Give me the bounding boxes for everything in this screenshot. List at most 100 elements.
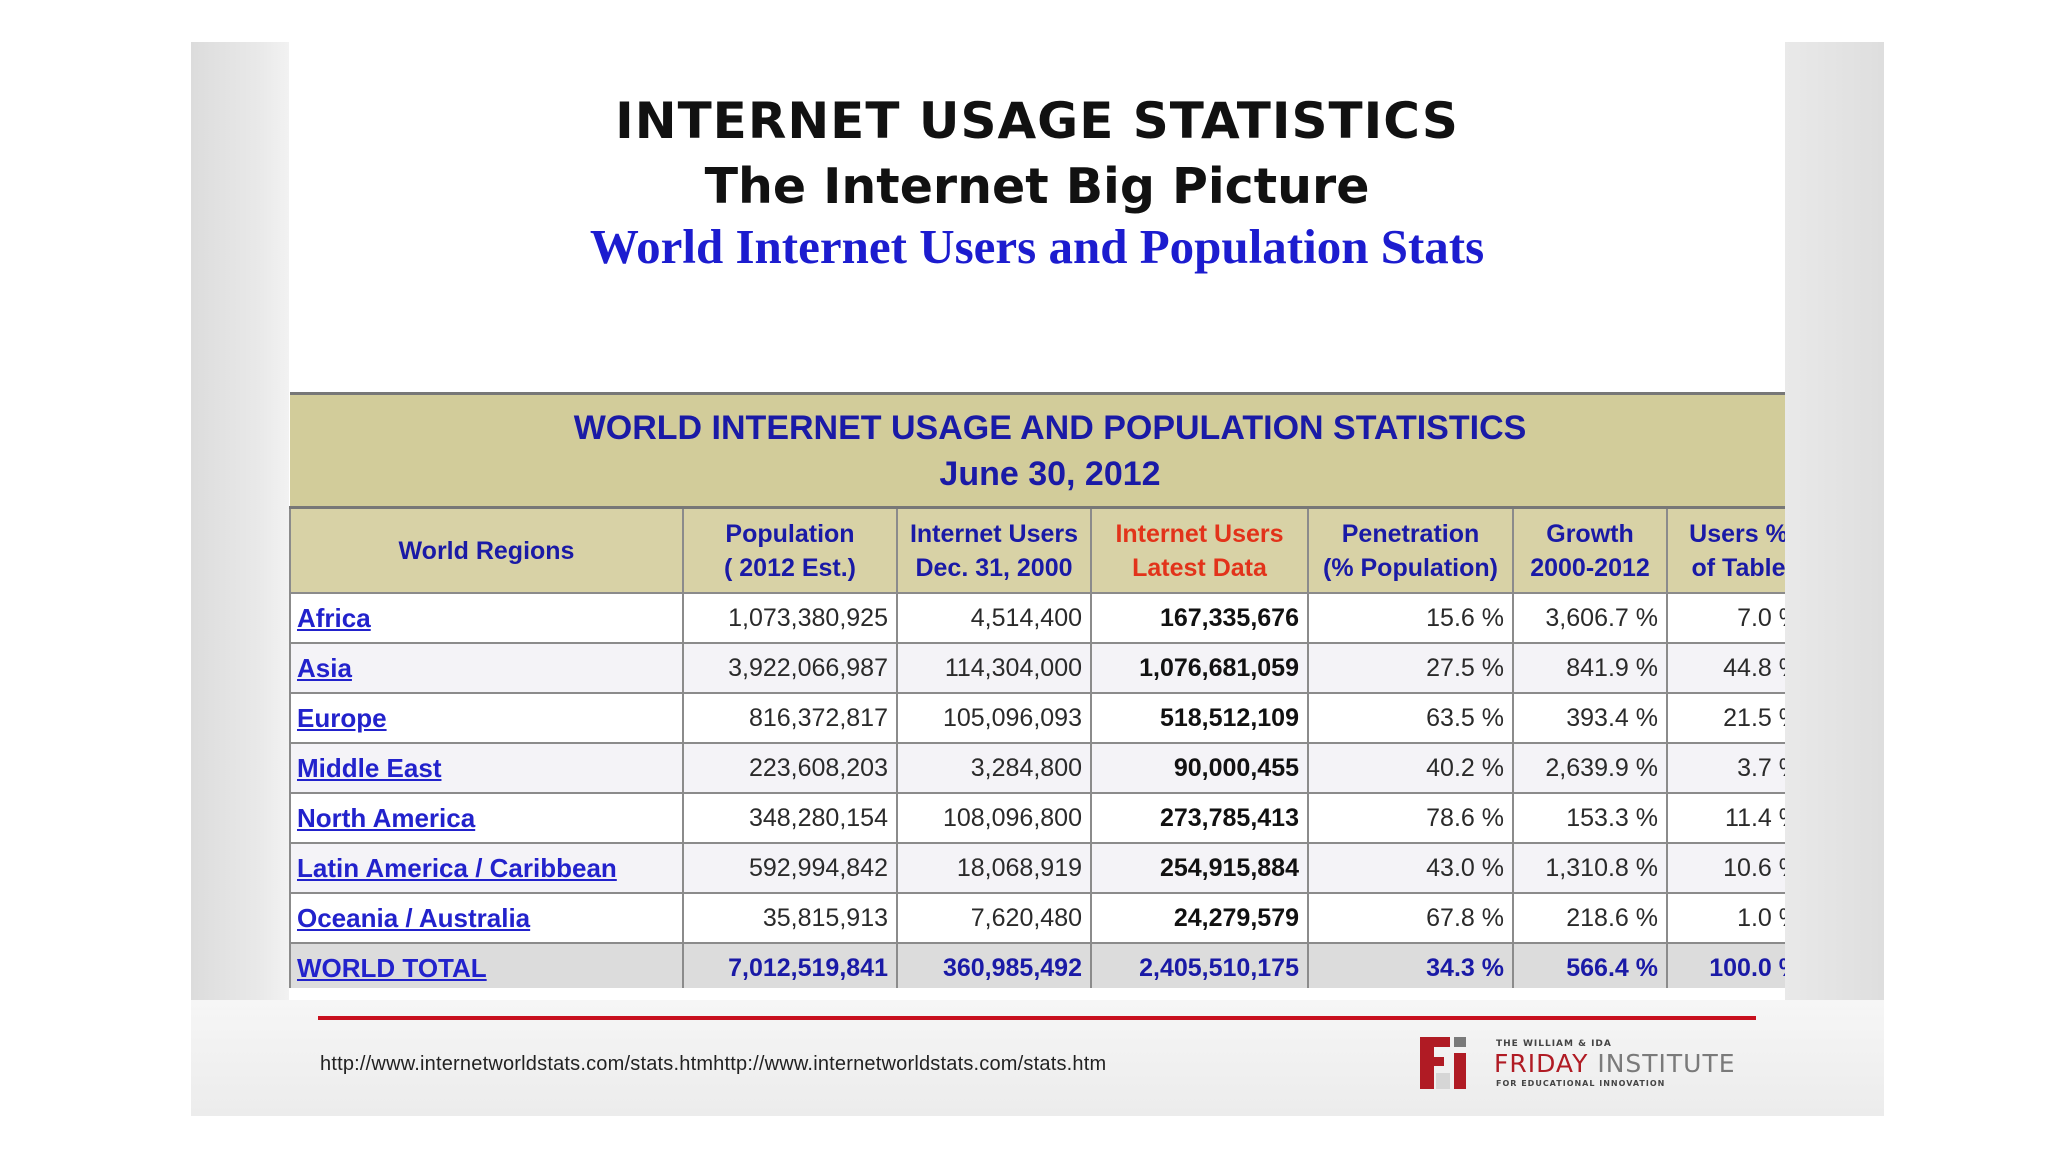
- data-cell: 254,915,884: [1090, 842, 1309, 894]
- region-cell: Africa: [289, 592, 684, 644]
- table-row: Latin America / Caribbean 592,994,842 18,0…: [289, 842, 1785, 894]
- data-cell: 100.0 %: [1666, 942, 1785, 988]
- region-link[interactable]: Europe: [297, 702, 387, 733]
- region-link[interactable]: Asia: [297, 652, 352, 683]
- logo-tagline: FOR EDUCATIONAL INNOVATION: [1496, 1079, 1666, 1088]
- fi-logo-icon: [1420, 1037, 1466, 1089]
- column-header-line: of Table: [1691, 553, 1786, 582]
- region-link[interactable]: Oceania / Australia: [297, 902, 531, 933]
- column-header-line: Users %: [1689, 519, 1785, 548]
- slide-subtitle: The Internet Big Picture: [704, 158, 1370, 215]
- data-cell: 4,514,400: [896, 592, 1092, 644]
- table-row: Africa 1,073,380,925 4,514,400 167,335,676 1…: [289, 592, 1785, 644]
- data-cell: 63.5 %: [1307, 692, 1514, 744]
- logo-small-text: THE WILLIAM & IDA: [1496, 1039, 1612, 1049]
- data-cell: 3,922,066,987: [682, 642, 898, 694]
- table-date: June 30, 2012: [939, 454, 1161, 493]
- column-header: Internet Users Dec. 31, 2000: [896, 506, 1092, 594]
- data-cell: 348,280,154: [682, 792, 898, 844]
- region-cell: Asia: [289, 642, 684, 694]
- table-header-row: World Regions Population ( 2012 Est.) Inter…: [289, 506, 1786, 594]
- column-header-line: Population: [725, 519, 855, 548]
- statistics-table-container: WORLD INTERNET USAGE AND POPULATION STAT…: [289, 392, 1785, 988]
- column-header-line: Penetration: [1341, 519, 1480, 548]
- table-row: North America 348,280,154 108,096,800 273,7…: [289, 792, 1785, 844]
- region-link[interactable]: Africa: [297, 602, 371, 633]
- data-cell: 218.6 %: [1512, 892, 1668, 944]
- region-cell: Middle East: [289, 742, 684, 794]
- data-cell: 167,335,676: [1090, 592, 1309, 644]
- friday-institute-logo: THE WILLIAM & IDA FRIDAY INSTITUTE FOR E…: [1418, 1033, 1758, 1093]
- data-cell: 43.0 %: [1307, 842, 1514, 894]
- data-cell: 114,304,000: [896, 642, 1092, 694]
- region-link[interactable]: WORLD TOTAL: [297, 952, 487, 983]
- column-header-line: (% Population): [1323, 553, 1498, 582]
- table-row: Middle East 223,608,203 3,284,800 90,000,45…: [289, 742, 1785, 794]
- region-link[interactable]: Latin America / Caribbean: [297, 852, 617, 883]
- data-cell: 7,012,519,841: [682, 942, 898, 988]
- data-cell: 3.7 %: [1666, 742, 1785, 794]
- data-cell: 1,310.8 %: [1512, 842, 1668, 894]
- column-header-line: Internet Users: [1115, 519, 1284, 548]
- data-cell: 27.5 %: [1307, 642, 1514, 694]
- data-cell: 7.0 %: [1666, 592, 1785, 644]
- data-cell: 44.8 %: [1666, 642, 1785, 694]
- data-cell: 10.6 %: [1666, 842, 1785, 894]
- column-header: Growth 2000-2012: [1512, 506, 1668, 594]
- data-cell: 24,279,579: [1090, 892, 1309, 944]
- data-cell: 3,606.7 %: [1512, 592, 1668, 644]
- region-cell: North America: [289, 792, 684, 844]
- data-cell: 3,284,800: [896, 742, 1092, 794]
- source-url[interactable]: http://www.internetworldstats.com/stats.…: [320, 1053, 1107, 1075]
- data-cell: 566.4 %: [1512, 942, 1668, 988]
- column-header-line: Dec. 31, 2000: [915, 553, 1073, 582]
- data-cell: 21.5 %: [1666, 692, 1785, 744]
- data-cell: 841.9 %: [1512, 642, 1668, 694]
- data-cell: 1.0 %: [1666, 892, 1785, 944]
- table-row: Europe 816,372,817 105,096,093 518,512,109 6…: [289, 692, 1785, 744]
- region-link[interactable]: Middle East: [297, 752, 442, 783]
- data-cell: 2,639.9 %: [1512, 742, 1668, 794]
- data-cell: 11.4 %: [1666, 792, 1785, 844]
- region-cell: WORLD TOTAL: [289, 942, 684, 988]
- column-header: World Regions: [289, 506, 684, 594]
- table-banner-cell: WORLD INTERNET USAGE AND POPULATION STAT…: [290, 392, 1785, 509]
- table-banner: WORLD INTERNET USAGE AND POPULATION STAT…: [290, 392, 1785, 509]
- slide-heading: World Internet Users and Population Stat…: [589, 219, 1485, 274]
- data-cell: 360,985,492: [896, 942, 1092, 988]
- column-header-line: Latest Data: [1132, 553, 1267, 582]
- region-link[interactable]: North America: [297, 802, 476, 833]
- data-cell: 153.3 %: [1512, 792, 1668, 844]
- data-cell: 18,068,919: [896, 842, 1092, 894]
- total-row: WORLD TOTAL 7,012,519,841 360,985,492 2,405…: [289, 942, 1785, 988]
- column-header-line: ( 2012 Est.): [723, 553, 856, 582]
- column-header: Users % of Table: [1666, 506, 1786, 594]
- table-row: Asia 3,922,066,987 114,304,000 1,076,681,05…: [289, 642, 1785, 694]
- data-cell: 15.6 %: [1307, 592, 1514, 644]
- column-header-line: Growth: [1546, 519, 1634, 548]
- data-cell: 78.6 %: [1307, 792, 1514, 844]
- data-cell: 393.4 %: [1512, 692, 1668, 744]
- data-cell: 273,785,413: [1090, 792, 1309, 844]
- logo-name-first: FRIDAY: [1494, 1049, 1589, 1078]
- data-cell: 108,096,800: [896, 792, 1092, 844]
- region-cell: Oceania / Australia: [289, 892, 684, 944]
- logo-name-second: INSTITUTE: [1597, 1049, 1736, 1078]
- footer-divider: [318, 1016, 1756, 1020]
- table-row: Oceania / Australia 35,815,913 7,620,480 24…: [289, 892, 1785, 944]
- data-cell: 592,994,842: [682, 842, 898, 894]
- data-cell: 7,620,480: [896, 892, 1092, 944]
- data-cell: 2,405,510,175: [1090, 942, 1309, 988]
- column-header: Population ( 2012 Est.): [682, 506, 898, 594]
- logo-name: FRIDAY INSTITUTE: [1494, 1049, 1736, 1078]
- data-cell: 518,512,109: [1090, 692, 1309, 744]
- data-cell: 67.8 %: [1307, 892, 1514, 944]
- data-cell: 90,000,455: [1090, 742, 1309, 794]
- column-header: Penetration (% Population): [1307, 506, 1514, 594]
- column-header-line: World Regions: [398, 536, 575, 565]
- slide-title: INTERNET USAGE STATISTICS: [615, 92, 1459, 150]
- table-title: WORLD INTERNET USAGE AND POPULATION STAT…: [573, 408, 1527, 447]
- data-cell: 35,815,913: [682, 892, 898, 944]
- data-cell: 816,372,817: [682, 692, 898, 744]
- column-header-line: 2000-2012: [1530, 553, 1650, 582]
